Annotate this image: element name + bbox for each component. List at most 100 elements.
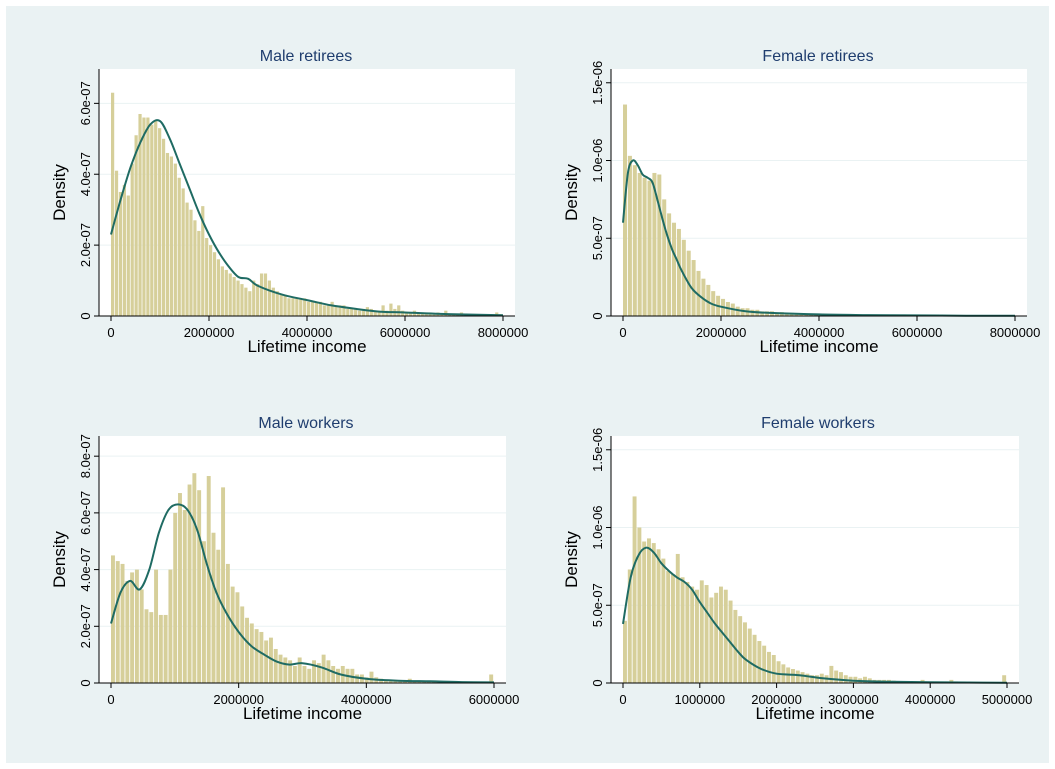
histogram-bar — [216, 549, 221, 683]
histogram-bar — [302, 665, 307, 683]
histogram-bar — [767, 651, 771, 683]
histogram-bar — [696, 270, 701, 316]
histogram-bar — [691, 260, 696, 316]
histogram-bar — [829, 665, 834, 683]
histogram-bar — [1002, 675, 1007, 683]
histogram-bar — [365, 307, 370, 316]
histogram-bar — [357, 310, 362, 316]
histogram-bar — [632, 496, 637, 683]
histogram-bar — [651, 543, 656, 683]
histogram-bar — [815, 675, 819, 683]
y-tick-label: 1.0e-06 — [590, 505, 605, 549]
histogram-bar — [377, 310, 381, 316]
histogram-bar — [432, 314, 436, 316]
x-axis-label: Lifetime income — [243, 704, 362, 723]
y-axis-label: Density — [50, 531, 69, 588]
histogram-bar — [733, 609, 738, 683]
histogram-bar — [193, 220, 197, 316]
histogram-bar — [369, 671, 374, 683]
x-tick-label: 2000000 — [184, 325, 235, 340]
histogram-bar — [275, 291, 279, 316]
histogram-bar — [118, 191, 123, 316]
x-tick-label: 1000000 — [674, 692, 725, 707]
y-tick-label: 4.0e-07 — [78, 548, 93, 592]
histogram-bar — [122, 184, 126, 316]
histogram-bar — [232, 277, 236, 316]
histogram-bar — [771, 655, 776, 683]
histogram-bar — [187, 484, 192, 683]
histogram-bar — [248, 291, 252, 316]
x-tick-label: 8000000 — [990, 325, 1041, 340]
histogram-bar — [805, 673, 810, 683]
histogram-bar — [623, 620, 627, 683]
histogram-bar — [743, 622, 747, 683]
histogram-bar — [206, 476, 211, 683]
histogram-bar — [839, 672, 843, 683]
histogram-bar — [303, 298, 307, 316]
histogram-bar — [757, 641, 762, 683]
x-tick-label: 2000000 — [696, 325, 747, 340]
histogram-bar — [221, 487, 226, 683]
histogram-bar — [209, 245, 213, 316]
histogram-bar — [268, 637, 273, 683]
histogram-bar — [201, 206, 205, 316]
histogram-bar — [346, 308, 350, 316]
histogram-bar — [150, 124, 154, 317]
histogram-bar — [752, 634, 757, 683]
histogram-bar — [240, 606, 245, 683]
histogram-bar — [704, 585, 709, 683]
histogram-bar — [412, 681, 417, 683]
y-tick-label: 5.0e-07 — [590, 583, 605, 627]
histogram-bar — [440, 314, 444, 316]
y-tick-label: 6.0e-07 — [78, 491, 93, 535]
y-tick-label: 0 — [590, 679, 605, 686]
x-tick-label: 0 — [619, 692, 626, 707]
x-tick-label: 0 — [619, 325, 626, 340]
histogram-bar — [355, 674, 360, 683]
x-tick-label: 6000000 — [380, 325, 431, 340]
histogram-bar — [334, 305, 338, 316]
y-tick-label: 4.0e-07 — [78, 152, 93, 196]
histogram-bar — [326, 660, 331, 683]
histogram-bar — [178, 493, 182, 683]
histogram-bar — [312, 660, 316, 683]
kde-curve — [622, 159, 1016, 317]
histogram-bar — [408, 312, 413, 316]
panel-1: 0 2000000 4000000 6000000 8000000 0 2.0e-07 4.0… — [50, 48, 528, 356]
histogram-bar — [120, 563, 125, 683]
histogram-bar — [173, 512, 178, 683]
histogram-bar — [647, 538, 651, 683]
x-tick-label: 4000000 — [905, 692, 956, 707]
histogram-bar — [863, 676, 867, 683]
histogram-bar — [134, 135, 138, 316]
histogram-bar — [632, 165, 637, 316]
histogram-bar — [331, 665, 336, 683]
histogram-bar — [252, 280, 256, 316]
y-tick-label: 5.0e-07 — [590, 216, 605, 260]
histogram-bar — [158, 614, 163, 683]
histogram-bar — [714, 592, 719, 683]
histogram-bar — [212, 252, 217, 316]
histogram-bar — [307, 668, 312, 683]
histogram-bar — [667, 213, 672, 316]
panel-title: Male retirees — [260, 48, 352, 65]
histogram-bar — [338, 305, 342, 316]
histogram-bar — [642, 177, 647, 316]
histogram-bar — [489, 674, 494, 683]
kde-curve — [622, 546, 1008, 684]
histogram-bar — [273, 648, 278, 683]
histogram-bar — [130, 163, 134, 316]
histogram-bar — [125, 580, 130, 683]
histogram-bar — [675, 553, 680, 683]
histogram-bar — [735, 306, 740, 316]
panel-title: Male workers — [258, 415, 353, 432]
histogram-bar — [259, 631, 264, 683]
histogram-bar — [149, 612, 154, 683]
histogram-bar — [288, 660, 293, 683]
histogram-bar — [364, 677, 369, 683]
histogram-bar — [672, 222, 677, 316]
histogram-bar — [747, 628, 752, 683]
histogram-bar — [657, 174, 662, 316]
y-tick-label: 0 — [78, 312, 93, 319]
histogram-bar — [361, 308, 366, 316]
